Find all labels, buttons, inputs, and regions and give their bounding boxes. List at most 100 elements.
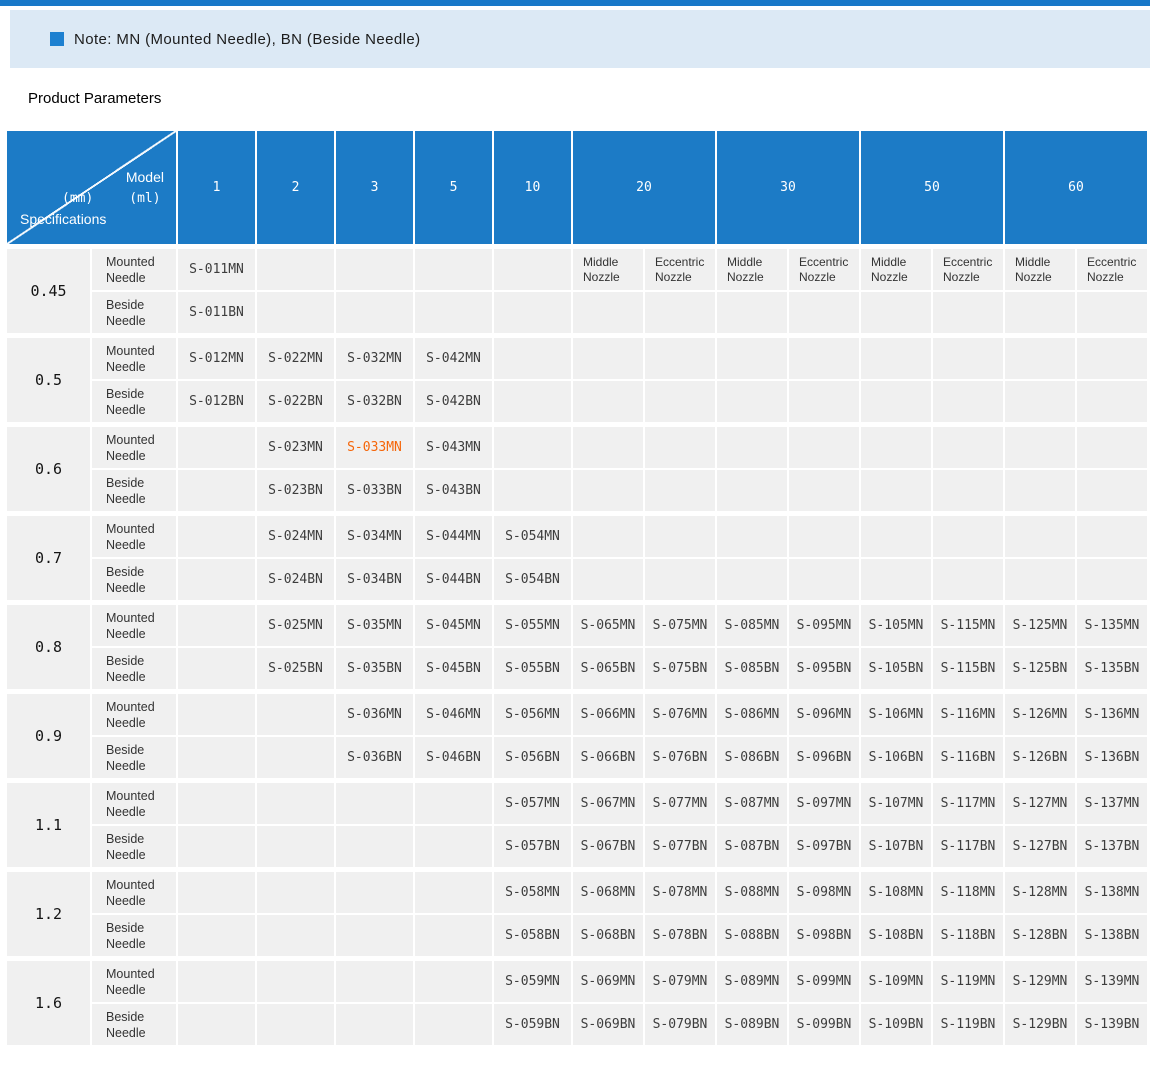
- needle-type-cell: Mounted Needle: [90, 244, 178, 292]
- spec-cell: 1.2: [5, 867, 92, 960]
- note-bullet-icon: [50, 32, 64, 46]
- model-cell: S-023BN: [255, 468, 336, 515]
- table-row-mounted-0.7: 0.7 Mounted Needle S-024MN S-034MN S-044MN S-…: [5, 511, 1149, 604]
- empty-cell: [413, 824, 494, 871]
- corner-model-label: Model (ml): [126, 167, 164, 209]
- table-row-beside-1.2: Beside Needle S-058BN S-068BN S-078BN S-088B…: [6, 913, 1149, 960]
- table-row-beside-1.6: Beside Needle S-059BN S-069BN S-079BN S-089B…: [6, 1002, 1149, 1047]
- model-cell: S-109MN: [859, 956, 933, 1004]
- empty-cell: [255, 1002, 336, 1047]
- spec-unit: (mm): [62, 191, 94, 206]
- empty-cell: [334, 824, 415, 871]
- model-cell: S-065MN: [571, 600, 645, 648]
- nozzle-subheader-cell: Middle Nozzle: [715, 244, 789, 292]
- empty-cell: [176, 422, 257, 470]
- model-cell: S-136BN: [1075, 735, 1149, 782]
- model-cell: S-036BN: [334, 735, 415, 782]
- corner-header-cell: Model (ml) (mm) Specifications: [5, 129, 178, 248]
- table-row-mounted-0.5: 0.5 Mounted Needle S-012MN S-022MN S-032MN S-…: [5, 333, 1149, 426]
- model-cell: S-035BN: [334, 646, 415, 693]
- product-parameters-table: Model (ml) (mm) Specifications 1 2 3 5 10 20 30 50 6…: [5, 129, 1149, 1047]
- model-cell: S-138BN: [1075, 913, 1149, 960]
- model-cell: S-059BN: [492, 1002, 573, 1047]
- empty-cell: [571, 511, 645, 559]
- empty-cell: [643, 333, 717, 381]
- model-cell: S-086BN: [715, 735, 789, 782]
- model-cell: S-079MN: [643, 956, 717, 1004]
- table-row-mounted-1.6: 1.6 Mounted Needle S-059MN S-069MN S-079MN S-…: [5, 956, 1149, 1047]
- model-cell: S-044BN: [413, 557, 494, 604]
- note-text: Note: MN (Mounted Needle), BN (Beside Ne…: [74, 30, 421, 48]
- model-cell: S-032MN: [334, 333, 415, 381]
- table-row-mounted-1.2: 1.2 Mounted Needle S-058MN S-068MN S-078MN S-…: [5, 867, 1149, 960]
- model-cell: S-058MN: [492, 867, 573, 915]
- nozzle-subheader-cell: Eccentric Nozzle: [931, 244, 1005, 292]
- model-cell: S-056BN: [492, 735, 573, 782]
- empty-cell: [1003, 468, 1077, 515]
- model-cell: S-095BN: [787, 646, 861, 693]
- model-cell: S-125BN: [1003, 646, 1077, 693]
- table-row-beside-0.7: Beside Needle S-024BN S-034BN S-044BN S-054B…: [6, 557, 1149, 604]
- model-cell: S-106MN: [859, 689, 933, 737]
- empty-cell: [176, 956, 257, 1004]
- table-row-mounted-0.8: 0.8 Mounted Needle S-025MN S-035MN S-045MN S-…: [5, 600, 1149, 693]
- empty-cell: [413, 1002, 494, 1047]
- model-word: Model: [125, 169, 164, 185]
- empty-cell: [334, 913, 415, 960]
- model-cell: S-012BN: [176, 379, 257, 426]
- model-cell: S-058BN: [492, 913, 573, 960]
- empty-cell: [1075, 422, 1149, 470]
- needle-type-cell: Beside Needle: [90, 379, 178, 426]
- page-title: Product Parameters: [28, 90, 162, 107]
- model-cell: S-087MN: [715, 778, 789, 826]
- nozzle-subheader-cell: Middle Nozzle: [859, 244, 933, 292]
- table-row-beside-0.9: Beside Needle S-036BN S-046BN S-056BN S-066B…: [6, 735, 1149, 782]
- table-row-mounted-1.1: 1.1 Mounted Needle S-057MN S-067MN S-077MN S-…: [5, 778, 1149, 871]
- empty-cell: [643, 557, 717, 604]
- model-cell: S-105MN: [859, 600, 933, 648]
- needle-type-cell: Beside Needle: [90, 735, 178, 782]
- empty-cell: [176, 511, 257, 559]
- empty-cell: [643, 468, 717, 515]
- model-cell: S-117BN: [931, 824, 1005, 871]
- empty-cell: [334, 867, 415, 915]
- empty-cell: [413, 956, 494, 1004]
- table-row-beside-0.5: Beside Needle S-012BN S-022BN S-032BN S-042B…: [6, 379, 1149, 426]
- empty-cell: [176, 778, 257, 826]
- model-cell: S-097MN: [787, 778, 861, 826]
- model-cell: S-046BN: [413, 735, 494, 782]
- model-cell: S-138MN: [1075, 867, 1149, 915]
- model-cell: S-115MN: [931, 600, 1005, 648]
- ml-column-header-20: 20: [571, 129, 717, 248]
- empty-cell: [859, 290, 933, 337]
- model-cell: S-075BN: [643, 646, 717, 693]
- empty-cell: [176, 913, 257, 960]
- empty-cell: [1075, 511, 1149, 559]
- model-cell: S-034MN: [334, 511, 415, 559]
- model-cell: S-024MN: [255, 511, 336, 559]
- spec-cell: 0.5: [5, 333, 92, 426]
- empty-cell: [255, 290, 336, 337]
- model-cell: S-139BN: [1075, 1002, 1149, 1047]
- empty-cell: [787, 468, 861, 515]
- spec-cell: 0.8: [5, 600, 92, 693]
- empty-cell: [492, 379, 573, 426]
- model-cell: S-139MN: [1075, 956, 1149, 1004]
- empty-cell: [931, 557, 1005, 604]
- empty-cell: [715, 511, 789, 559]
- spec-cell: 1.1: [5, 778, 92, 871]
- empty-cell: [715, 557, 789, 604]
- model-cell: S-077MN: [643, 778, 717, 826]
- model-cell: S-099BN: [787, 1002, 861, 1047]
- model-cell: S-135BN: [1075, 646, 1149, 693]
- table-row-beside-0.8: Beside Needle S-025BN S-035BN S-045BN S-055B…: [6, 646, 1149, 693]
- empty-cell: [176, 1002, 257, 1047]
- empty-cell: [492, 422, 573, 470]
- model-cell: S-135MN: [1075, 600, 1149, 648]
- model-cell: S-076BN: [643, 735, 717, 782]
- model-cell: S-137MN: [1075, 778, 1149, 826]
- header-row: Model (ml) (mm) Specifications 1 2 3 5 10 20 30 50 6…: [5, 129, 1149, 248]
- model-cell: S-043BN: [413, 468, 494, 515]
- model-cell: S-044MN: [413, 511, 494, 559]
- needle-type-cell: Mounted Needle: [90, 778, 178, 826]
